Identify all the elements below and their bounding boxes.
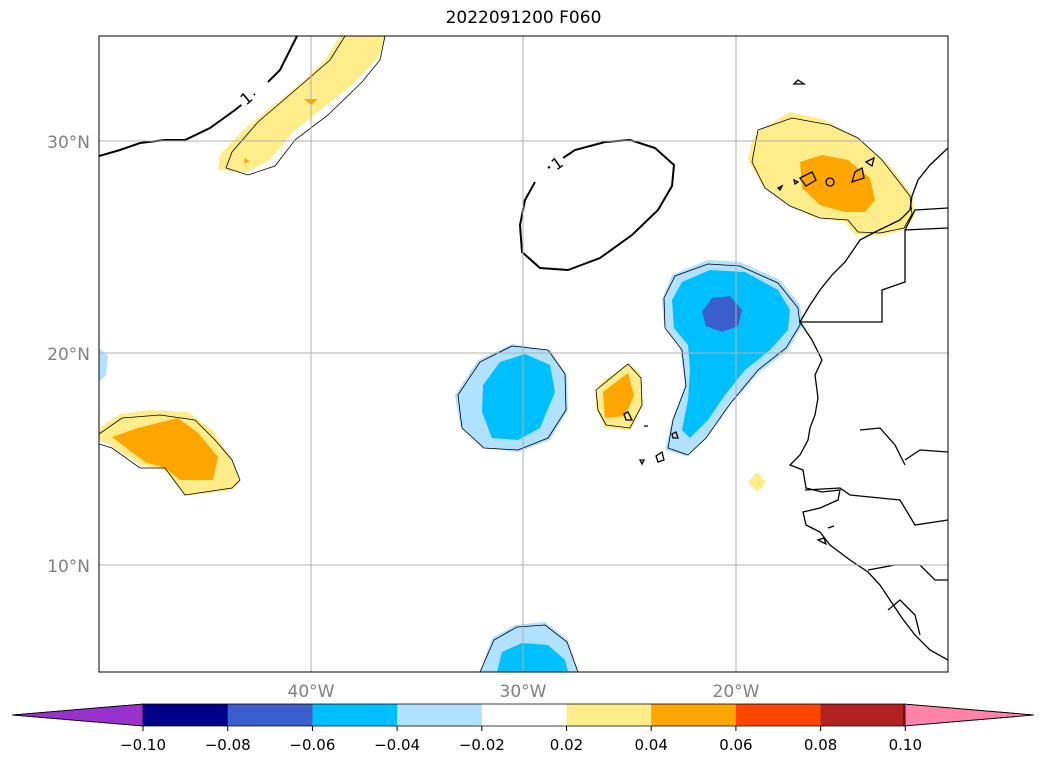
- colorbar-tick-label: −0.10: [120, 736, 166, 754]
- colorbar-cell: [820, 704, 906, 726]
- anomaly-shade-orange-cv: [603, 373, 634, 418]
- colorbar: −0.10 −0.08 −0.06 −0.04 −0.02 0.02 0.04 0.06 0.0…: [11, 703, 1035, 754]
- colorbar-tick-label: 0.10: [889, 736, 922, 754]
- lon-label-40w: 40°W: [288, 682, 335, 702]
- lat-label-30n: 30°N: [47, 133, 90, 153]
- colorbar-extend-max: [905, 704, 1034, 726]
- lat-label-20n: 20°N: [47, 345, 90, 365]
- thick-contours: [99, 36, 676, 272]
- colorbar-tick-label: 0.06: [719, 736, 752, 754]
- map-title: 2022091200 F060: [445, 8, 602, 28]
- lon-label-30w: 30°W: [500, 682, 547, 702]
- gridlines: [99, 36, 948, 672]
- lon-label-20w: 20°W: [713, 682, 760, 702]
- anomaly-shade-lightblue-west-edge: [99, 348, 108, 382]
- anomaly-shade-orange-nw-2: [244, 158, 250, 163]
- colorbar-tick-label: 0.02: [550, 736, 583, 754]
- colorbar-tick-label: 0.04: [634, 736, 667, 754]
- colorbar-tick-label: −0.02: [459, 736, 505, 754]
- anomaly-shade-blue-south: [497, 643, 568, 672]
- anomaly-shade-yellow-small: [748, 472, 766, 492]
- colorbar-cell: [397, 704, 483, 726]
- map-area: 1 1: [99, 36, 948, 672]
- colorbar-cell: [735, 704, 822, 726]
- colorbar-cell: [651, 704, 737, 726]
- colorbar-tick-label: 0.08: [804, 736, 837, 754]
- colorbar-cell: [143, 704, 229, 726]
- map-frame: [98, 35, 949, 673]
- anomaly-shade-blue-east: [672, 270, 790, 438]
- coastlines: [623, 79, 948, 661]
- lat-label-10n: 10°N: [47, 557, 90, 577]
- colorbar-cell: [566, 704, 652, 726]
- anomaly-shade-royalblue-east: [702, 296, 742, 332]
- anomaly-shade-yellow-nw: [218, 36, 385, 172]
- colorbar-tick-label: −0.06: [289, 736, 335, 754]
- anomaly-shade-blue-central: [482, 354, 555, 440]
- thin-contours: [99, 36, 913, 672]
- colorbar-cell: [481, 704, 567, 726]
- colorbar-cell: [227, 704, 313, 726]
- colorbar-cell: [312, 704, 398, 726]
- anomaly-shade-orange-ne: [800, 155, 875, 212]
- anomaly-shade-orange-w: [112, 418, 218, 480]
- colorbar-tick-label: −0.08: [205, 736, 251, 754]
- colorbar-extend-min: [12, 704, 143, 726]
- colorbar-tick-label: −0.04: [374, 736, 420, 754]
